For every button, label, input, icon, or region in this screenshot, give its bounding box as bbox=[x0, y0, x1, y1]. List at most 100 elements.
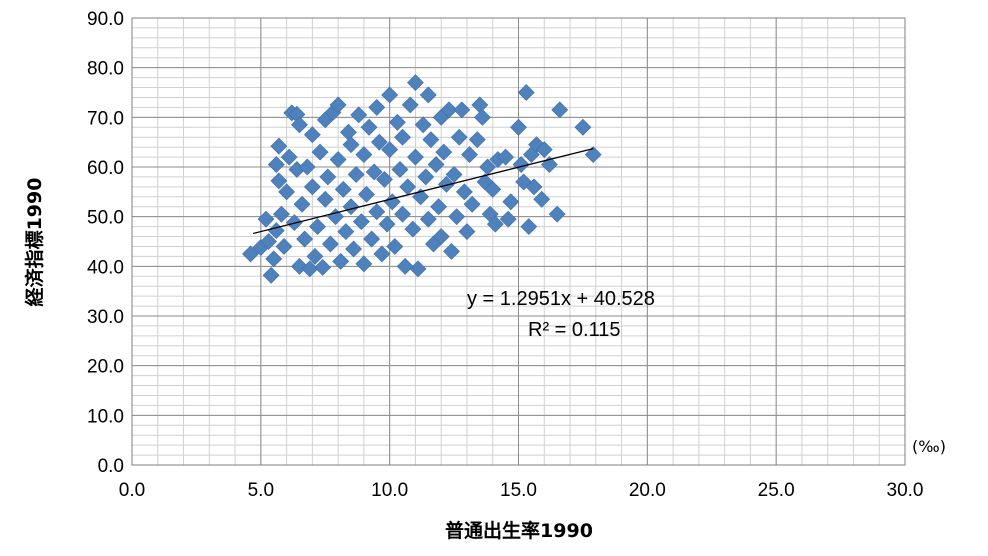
data-point bbox=[407, 148, 424, 166]
data-point bbox=[383, 193, 401, 211]
data-point bbox=[296, 230, 314, 248]
data-point bbox=[471, 96, 489, 114]
data-point bbox=[417, 168, 435, 186]
data-point bbox=[319, 168, 337, 186]
data-point bbox=[332, 252, 350, 270]
data-point bbox=[381, 86, 399, 104]
data-point bbox=[381, 141, 399, 159]
x-axis-title: 普通出生率1990 bbox=[445, 519, 593, 542]
data-point bbox=[329, 151, 347, 168]
data-point bbox=[574, 118, 592, 136]
data-point bbox=[533, 190, 551, 208]
data-point bbox=[548, 205, 566, 223]
x-tick-label: 20.0 bbox=[629, 480, 666, 501]
data-point bbox=[445, 166, 463, 183]
x-axis-unit: (‰) bbox=[912, 437, 946, 456]
data-point bbox=[394, 128, 411, 146]
data-point bbox=[450, 128, 468, 146]
x-tick-label: 15.0 bbox=[500, 480, 537, 501]
data-point bbox=[528, 136, 545, 154]
data-point bbox=[298, 158, 316, 176]
data-point bbox=[311, 143, 329, 161]
y-tick-label: 0.0 bbox=[98, 456, 124, 477]
data-point bbox=[293, 195, 311, 213]
data-point bbox=[551, 101, 569, 119]
x-tick-label: 10.0 bbox=[371, 480, 408, 501]
y-tick-label: 90.0 bbox=[87, 9, 124, 30]
data-point bbox=[355, 146, 373, 164]
data-point bbox=[270, 137, 288, 155]
data-point bbox=[280, 148, 298, 166]
data-point bbox=[321, 235, 339, 253]
data-point bbox=[378, 215, 396, 233]
data-point bbox=[267, 156, 285, 173]
trendline-equation: y = 1.2951x + 40.528 bbox=[467, 288, 655, 310]
data-point bbox=[316, 190, 334, 208]
x-tick-label: 0.0 bbox=[119, 480, 145, 501]
data-point bbox=[525, 178, 543, 196]
data-point bbox=[370, 133, 388, 151]
data-point bbox=[329, 96, 347, 114]
data-point bbox=[440, 101, 458, 119]
data-point bbox=[437, 175, 455, 193]
data-point bbox=[468, 131, 486, 149]
data-point bbox=[419, 210, 437, 228]
data-point bbox=[306, 247, 324, 265]
data-point bbox=[342, 198, 360, 216]
data-point bbox=[262, 266, 280, 284]
data-point bbox=[407, 74, 424, 91]
data-point bbox=[401, 96, 419, 114]
data-point bbox=[278, 183, 296, 201]
x-tick-label: 5.0 bbox=[248, 480, 274, 501]
y-tick-label: 20.0 bbox=[87, 357, 124, 378]
data-point bbox=[309, 218, 326, 236]
y-tick-label: 70.0 bbox=[87, 108, 124, 129]
y-tick-label: 60.0 bbox=[87, 158, 124, 179]
data-point bbox=[340, 123, 357, 141]
data-point bbox=[499, 210, 517, 228]
data-point bbox=[520, 218, 538, 236]
x-tick-label: 25.0 bbox=[758, 480, 795, 501]
data-point bbox=[303, 126, 321, 144]
data-point bbox=[461, 146, 478, 164]
data-point bbox=[497, 148, 515, 166]
data-point bbox=[502, 193, 520, 211]
data-point bbox=[342, 136, 360, 154]
data-point bbox=[355, 255, 373, 273]
data-point bbox=[260, 233, 277, 250]
data-point bbox=[386, 238, 404, 255]
data-point bbox=[584, 146, 602, 164]
major-grid bbox=[131, 17, 906, 466]
data-point bbox=[345, 240, 363, 258]
data-point bbox=[242, 245, 259, 263]
data-point bbox=[360, 118, 378, 136]
data-point bbox=[347, 166, 365, 183]
data-point bbox=[430, 198, 448, 216]
data-point bbox=[270, 172, 288, 190]
x-axis-tick-labels: 0.0 5.0 10.0 15.0 20.0 25.0 30.0 bbox=[119, 480, 924, 501]
y-tick-label: 30.0 bbox=[87, 307, 124, 328]
y-axis-tick-labels: 0.0 10.0 20.0 30.0 40.0 50.0 60.0 70.0 80.0 90.0 bbox=[87, 9, 124, 477]
y-tick-label: 40.0 bbox=[87, 257, 124, 278]
data-point bbox=[432, 228, 450, 245]
data-point bbox=[443, 243, 460, 260]
data-point bbox=[419, 86, 437, 104]
data-point bbox=[455, 183, 473, 201]
data-point bbox=[435, 143, 453, 161]
data-point bbox=[368, 98, 386, 116]
data-point bbox=[463, 195, 481, 213]
y-tick-label: 50.0 bbox=[87, 208, 124, 229]
data-point bbox=[352, 213, 370, 231]
data-point bbox=[512, 156, 530, 173]
data-point bbox=[486, 215, 504, 233]
data-point bbox=[275, 238, 293, 255]
data-point bbox=[517, 84, 535, 101]
data-point bbox=[409, 260, 427, 278]
data-point bbox=[350, 106, 368, 124]
data-point bbox=[265, 250, 283, 268]
data-point bbox=[337, 223, 355, 240]
data-point bbox=[474, 108, 491, 126]
data-point bbox=[365, 163, 383, 181]
data-point bbox=[458, 223, 476, 240]
